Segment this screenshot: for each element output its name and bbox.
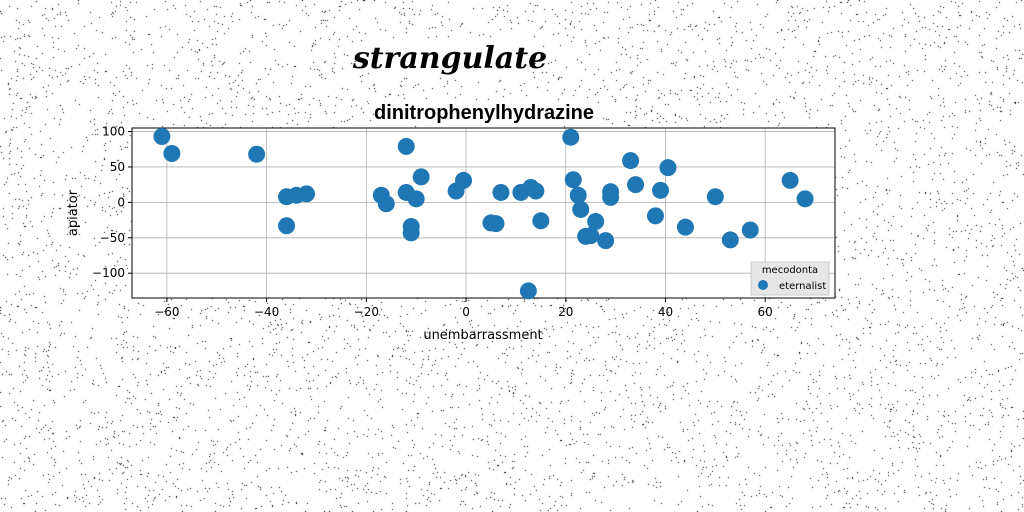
scatter-point xyxy=(562,128,580,146)
x-tick-label: −40 xyxy=(254,305,279,319)
chart-title: dinitrophenylhydrazine xyxy=(374,102,594,124)
scatter-point xyxy=(659,159,677,177)
y-tick-label: −100 xyxy=(92,266,125,280)
x-tick-label: 0 xyxy=(462,305,470,319)
scatter-point xyxy=(407,190,425,208)
scatter-point xyxy=(602,188,620,206)
scatter-point xyxy=(278,217,296,235)
scatter-point xyxy=(377,195,395,213)
scatter-point xyxy=(781,171,799,189)
scatter-point xyxy=(706,188,724,206)
axis-ticks: −60 −40 −20 0 20 40 60 −100 −50 0 50 100 xyxy=(92,125,773,319)
x-axis-label: unembarrassment xyxy=(423,328,542,343)
scatter-point xyxy=(676,218,694,236)
y-tick-label: 50 xyxy=(110,160,125,174)
scatter-point xyxy=(572,200,590,218)
scatter-point xyxy=(597,232,615,250)
scatter-point xyxy=(796,190,814,208)
scatter-point xyxy=(397,137,415,155)
legend-entry-label: eternalist xyxy=(779,281,826,292)
figure-suptitle: strangulate xyxy=(352,41,547,76)
scatter-point xyxy=(412,168,430,186)
scatter-point xyxy=(587,213,605,230)
scatter-point xyxy=(721,231,739,249)
legend-title: mecodonta xyxy=(762,265,818,276)
scatter-point xyxy=(569,186,587,204)
y-tick-label: 100 xyxy=(102,125,125,139)
scatter-point xyxy=(532,212,550,230)
x-tick-label: −20 xyxy=(354,305,379,319)
grid-lines xyxy=(132,128,835,298)
x-tick-label: 60 xyxy=(758,305,773,319)
legend: mecodonta eternalist xyxy=(750,261,830,296)
legend-marker xyxy=(758,280,768,290)
y-axis-label: apiator xyxy=(66,189,81,236)
x-tick-label: 20 xyxy=(558,305,573,319)
scatter-point xyxy=(298,185,316,203)
scatter-point xyxy=(163,145,181,162)
x-tick-label: 40 xyxy=(658,305,673,319)
scatter-point xyxy=(153,128,171,145)
scatter-point xyxy=(455,171,473,189)
scatter-point xyxy=(582,227,600,245)
scatter-point xyxy=(402,217,420,235)
scatter-point xyxy=(651,181,669,199)
y-tick-label: −50 xyxy=(100,231,125,245)
scatter-point xyxy=(248,145,266,163)
y-tick-label: 0 xyxy=(117,195,125,209)
scatter-point xyxy=(492,183,510,201)
scatter-point xyxy=(527,182,545,200)
scatter-point xyxy=(741,221,759,239)
scatter-point xyxy=(627,176,645,194)
scatter-point xyxy=(519,282,537,300)
data-points xyxy=(153,128,814,300)
scatter-point xyxy=(647,207,665,225)
plot-area xyxy=(131,127,836,299)
scatter-point xyxy=(564,171,582,189)
scatter-point xyxy=(487,215,505,233)
x-tick-label: −60 xyxy=(154,305,179,319)
scatter-point xyxy=(622,152,640,170)
